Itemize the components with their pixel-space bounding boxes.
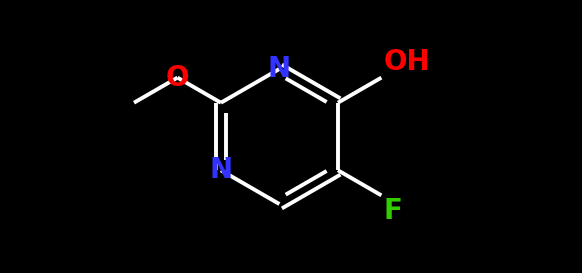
- Text: N: N: [268, 55, 291, 83]
- Text: O: O: [166, 64, 189, 92]
- Text: OH: OH: [384, 48, 430, 76]
- Text: F: F: [384, 197, 402, 225]
- Text: N: N: [210, 156, 232, 184]
